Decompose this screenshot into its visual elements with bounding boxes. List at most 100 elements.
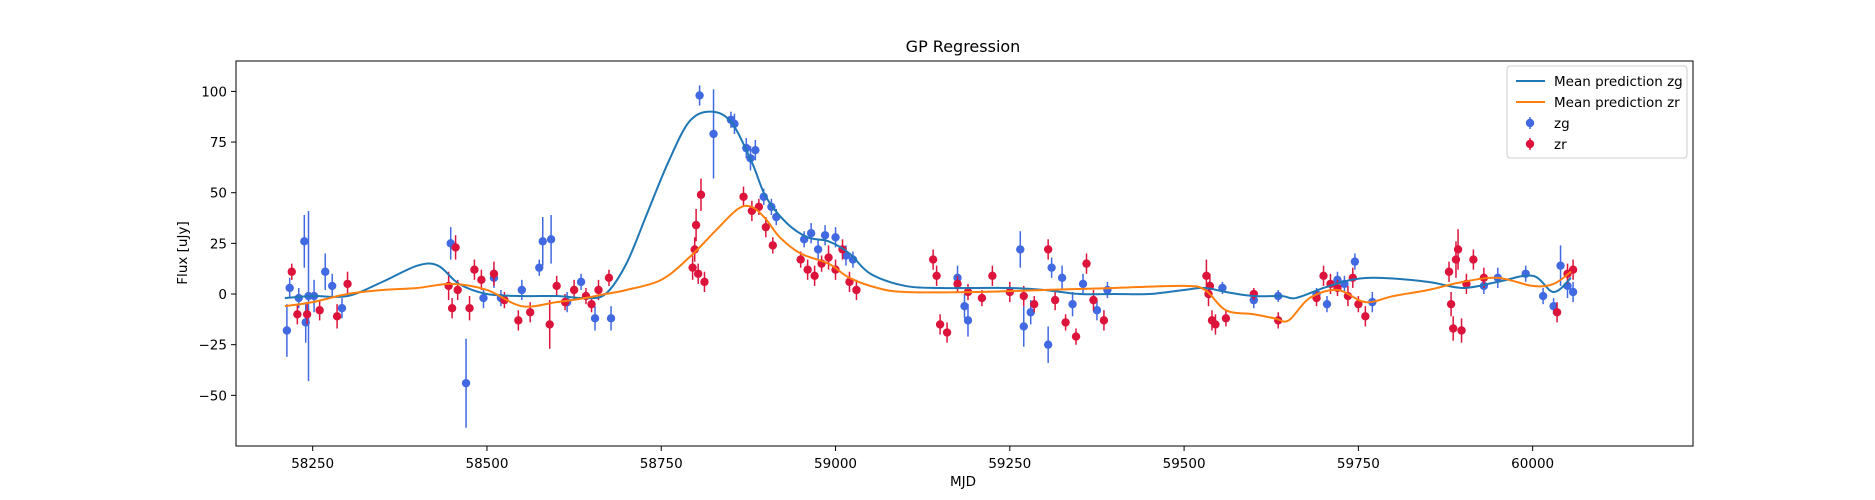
zr-point <box>1099 316 1109 325</box>
zg-point <box>1019 322 1028 331</box>
zr-point <box>739 192 748 201</box>
x-tick-label: 59250 <box>988 456 1031 472</box>
zg-point <box>695 91 704 100</box>
legend-entry-mean-zg: Mean prediction zg <box>1516 74 1683 90</box>
legend-entry-zg: zg <box>1525 116 1570 132</box>
zg-point <box>1350 257 1360 266</box>
zr-point <box>1211 320 1220 329</box>
legend-label: zg <box>1554 116 1570 132</box>
zr-point <box>768 241 777 250</box>
zg-point <box>1043 340 1053 349</box>
zr-point <box>315 306 324 315</box>
zr-point <box>1202 271 1211 280</box>
zr-point <box>332 312 342 321</box>
zg-point <box>1078 279 1088 289</box>
zg-point <box>337 304 347 313</box>
zg-point <box>820 231 830 240</box>
zr-point <box>928 255 938 264</box>
x-tick-label: 59000 <box>814 456 857 472</box>
series-zg <box>282 85 1578 428</box>
zg-point <box>759 192 768 201</box>
y-tick-label: 0 <box>218 287 227 303</box>
zr-point <box>1453 245 1463 254</box>
zg-point <box>813 245 823 254</box>
legend-entry-zr: zr <box>1525 137 1567 153</box>
zr-point <box>1469 255 1478 264</box>
zg-point <box>328 281 337 291</box>
zr-point <box>852 285 861 295</box>
zr-point <box>824 253 833 262</box>
mean-prediction-line-zr <box>284 204 1572 323</box>
zr-point <box>977 293 987 303</box>
zr-point <box>691 220 701 230</box>
x-tick-label: 58250 <box>291 456 334 472</box>
zr-point <box>1319 271 1328 280</box>
mean-prediction-line-zg <box>284 110 1572 300</box>
y-tick-label: 100 <box>201 84 227 100</box>
series-zr <box>287 178 1578 349</box>
zg-point <box>1103 285 1112 295</box>
x-tick-label: 58750 <box>640 456 683 472</box>
zg-point <box>709 129 718 139</box>
zr-point <box>953 279 962 289</box>
zr-point <box>447 304 457 313</box>
zg-point <box>479 293 488 303</box>
zg-point <box>1568 287 1578 297</box>
y-tick-label: 25 <box>210 236 227 252</box>
zr-point <box>1061 318 1070 327</box>
zr-point <box>569 285 579 295</box>
zg-point <box>321 267 330 276</box>
zr-point <box>451 243 460 252</box>
zr-point <box>810 271 819 280</box>
zr-point <box>1448 324 1458 333</box>
zg-point <box>1057 273 1067 283</box>
zg-point <box>1538 291 1548 301</box>
zr-point <box>693 269 703 278</box>
zr-point <box>545 320 554 329</box>
zg-point <box>461 378 471 388</box>
plot-data-layer <box>282 85 1578 428</box>
chart-title: GP Regression <box>906 37 1021 56</box>
zg-point <box>1556 261 1565 270</box>
zg-point <box>606 314 616 323</box>
zg-point <box>576 277 586 287</box>
y-tick-label: −25 <box>199 338 228 354</box>
zr-point <box>1071 332 1081 341</box>
zg-point <box>1092 306 1102 315</box>
zg-point <box>751 145 760 155</box>
zg-point <box>730 119 739 129</box>
y-tick-label: −50 <box>199 388 228 404</box>
zr-point <box>932 271 941 280</box>
zr-point <box>988 271 997 280</box>
x-tick-label: 59500 <box>1163 456 1206 472</box>
zr-point <box>343 279 352 289</box>
zr-point <box>1043 245 1053 254</box>
zr-point <box>587 299 596 309</box>
zr-point <box>477 275 486 285</box>
zr-point <box>552 281 561 291</box>
zr-point <box>1361 312 1370 321</box>
x-axis-label: MJD <box>950 474 976 490</box>
zg-point <box>546 235 556 244</box>
zr-point <box>1457 326 1466 335</box>
zr-point <box>1446 299 1456 309</box>
zr-point <box>1089 295 1098 305</box>
legend-entry-mean-zr: Mean prediction zr <box>1516 95 1680 111</box>
x-tick-label: 58500 <box>465 456 508 472</box>
zg-point <box>517 285 527 295</box>
zg-point <box>1068 299 1077 309</box>
zr-point <box>1451 255 1461 264</box>
zr-point <box>594 285 603 295</box>
zg-point <box>1549 301 1558 311</box>
legend: Mean prediction zg Mean prediction zr zg zr <box>1506 65 1688 159</box>
zg-point <box>300 237 309 246</box>
zg-point <box>1322 299 1332 309</box>
zg-point <box>806 229 816 238</box>
zr-point <box>525 308 535 317</box>
legend-point-swatch <box>1525 118 1535 128</box>
zr-point <box>690 245 699 254</box>
zg-point <box>282 326 292 335</box>
zr-point <box>700 277 709 287</box>
zg-point <box>538 237 547 246</box>
zr-point <box>796 255 805 264</box>
